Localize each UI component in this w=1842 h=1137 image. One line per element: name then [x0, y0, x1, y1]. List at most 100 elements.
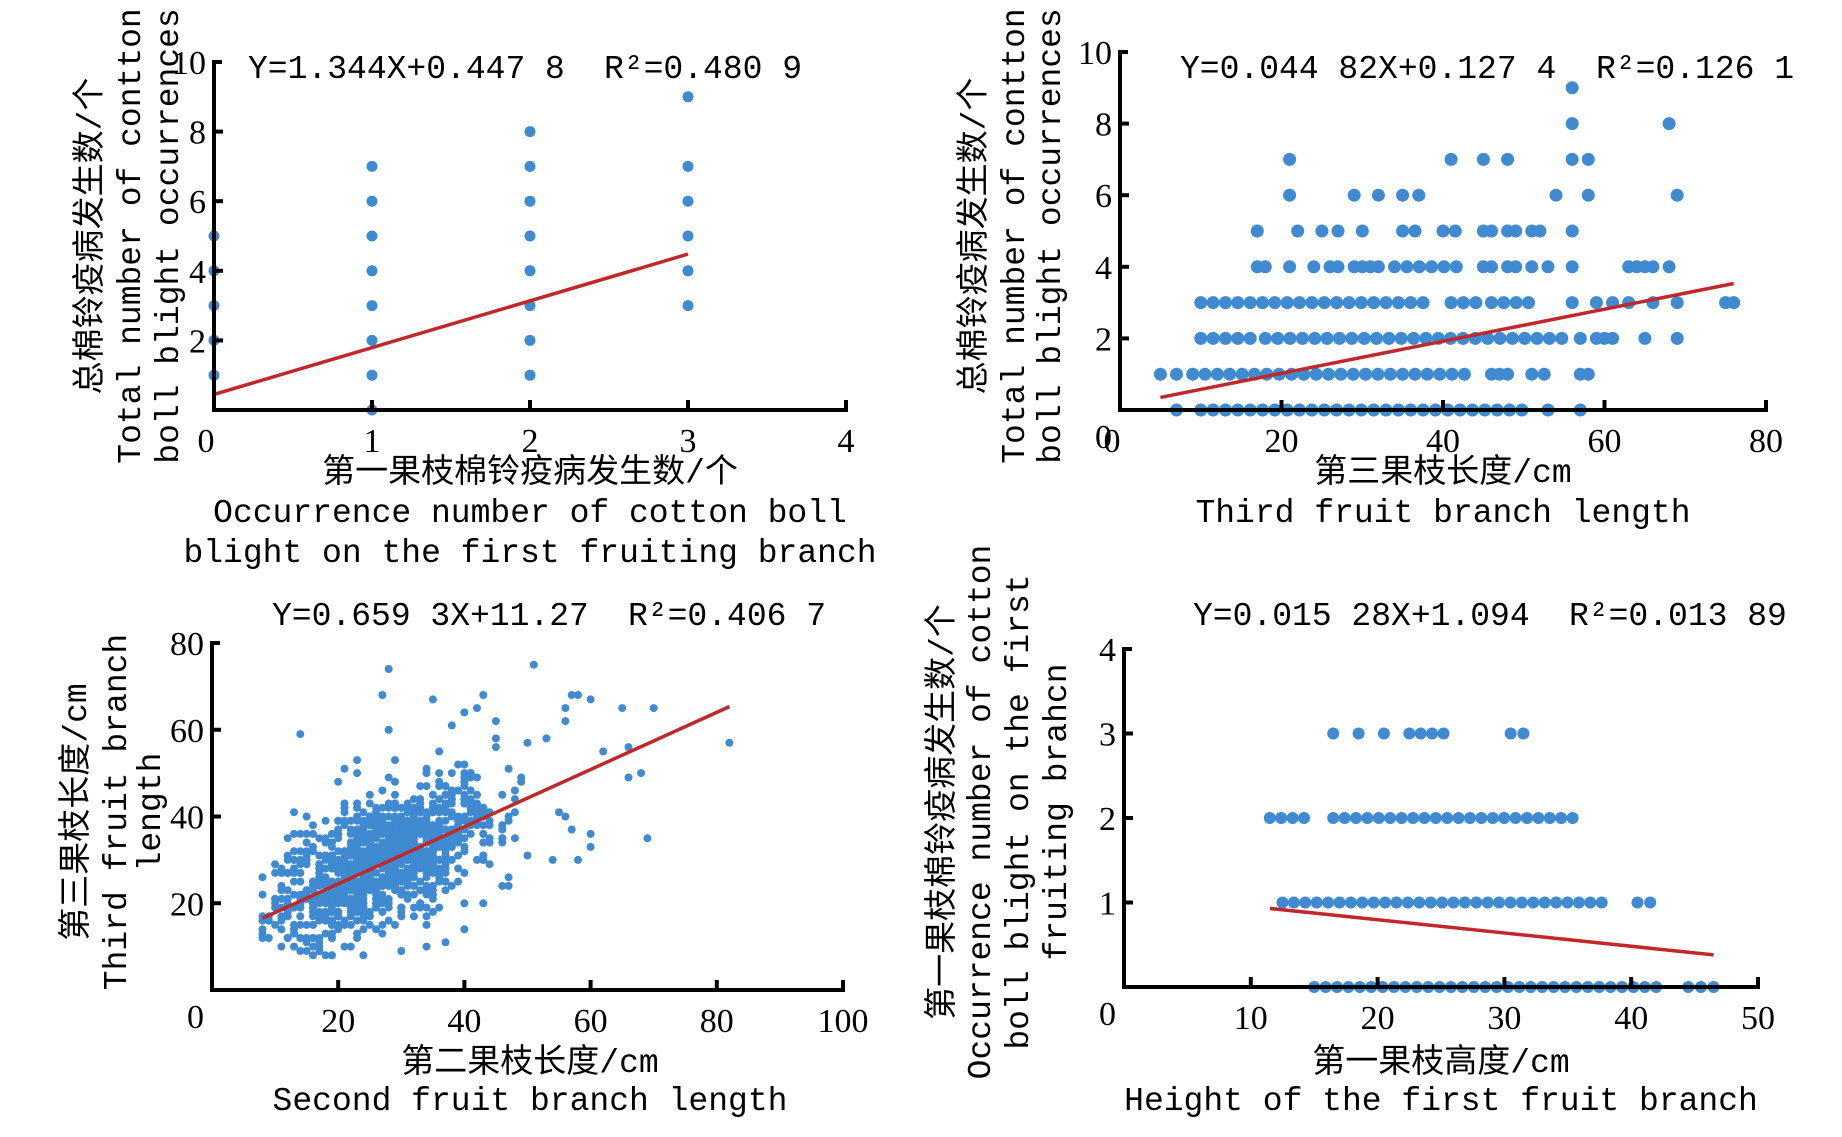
data-point — [1426, 727, 1439, 740]
data-point — [378, 829, 387, 838]
data-point — [1504, 896, 1517, 909]
data-point — [479, 899, 488, 908]
data-point — [1299, 896, 1312, 909]
data-point — [524, 126, 536, 138]
data-point — [1400, 260, 1414, 274]
data-point — [1382, 331, 1396, 345]
data-point — [1493, 331, 1507, 345]
data-point — [682, 300, 694, 312]
data-point — [283, 834, 292, 843]
data-point — [1509, 296, 1523, 310]
data-point — [378, 812, 387, 821]
panel-third-vs-second-branch-length: 20 40 60 80 100 0 20 40 60 80 Y=0.659 3X+11.27 R²=0… — [57, 598, 869, 1120]
data-point — [403, 894, 412, 903]
data-point — [290, 847, 298, 856]
data-point — [359, 808, 368, 817]
data-point — [1283, 188, 1297, 202]
data-point — [321, 864, 330, 873]
data-point — [366, 265, 378, 277]
data-point — [277, 894, 286, 903]
data-point — [1401, 896, 1414, 909]
data-point — [1565, 224, 1579, 238]
data-point — [1153, 367, 1167, 381]
data-point — [1280, 296, 1294, 310]
data-point — [391, 790, 399, 799]
data-point — [1355, 224, 1369, 238]
data-point — [524, 230, 536, 242]
data-point — [1501, 152, 1515, 166]
data-point — [422, 847, 431, 856]
data-point — [416, 816, 425, 825]
y-tick-label: 4 — [1095, 250, 1112, 287]
data-point — [1470, 896, 1483, 909]
data-point — [643, 834, 652, 843]
data-point — [510, 834, 519, 843]
data-point — [296, 847, 305, 856]
data-point — [1581, 152, 1595, 166]
x-tick-label: 20 — [321, 1003, 355, 1040]
data-point — [409, 873, 418, 882]
data-point — [422, 890, 431, 899]
y-tick-label: 2 — [1095, 321, 1112, 358]
data-point — [1408, 367, 1422, 381]
data-point — [435, 903, 444, 912]
data-point — [1331, 260, 1345, 274]
data-point — [1515, 896, 1528, 909]
data-point — [428, 890, 437, 899]
data-point — [1350, 812, 1362, 824]
data-point — [391, 803, 399, 812]
data-point — [416, 899, 425, 908]
data-point — [258, 934, 267, 942]
data-point — [340, 808, 349, 817]
data-point — [1485, 296, 1498, 310]
data-point — [524, 369, 536, 381]
data-point — [409, 795, 418, 804]
data-point — [447, 795, 456, 804]
data-point — [378, 890, 387, 899]
x-axis-label: Height of the first fruit branch — [1124, 1083, 1758, 1120]
data-point — [428, 695, 437, 704]
data-point — [340, 851, 349, 860]
data-point — [473, 704, 481, 713]
data-point — [397, 860, 406, 869]
data-point — [454, 760, 463, 769]
data-point — [1449, 260, 1463, 274]
data-point — [1210, 367, 1224, 381]
data-point — [1670, 188, 1684, 202]
data-point — [309, 942, 317, 951]
data-point — [1357, 331, 1371, 345]
data-point — [397, 812, 406, 821]
data-point — [397, 903, 406, 912]
data-point — [1283, 331, 1297, 345]
data-point — [353, 851, 362, 860]
data-point — [1388, 260, 1401, 274]
data-point — [353, 899, 362, 908]
data-point — [1198, 367, 1212, 381]
data-point — [1372, 812, 1385, 824]
data-point — [1420, 367, 1434, 381]
data-point — [561, 717, 570, 726]
data-point — [1367, 896, 1380, 909]
data-point — [1565, 152, 1579, 166]
data-point — [1334, 367, 1348, 381]
r-squared: R²=0.406 7 — [628, 598, 826, 635]
data-point — [384, 665, 393, 673]
data-point — [1456, 296, 1470, 310]
data-point — [1287, 896, 1300, 909]
data-point — [372, 881, 381, 890]
data-point — [271, 920, 280, 929]
data-point — [466, 829, 475, 838]
data-point — [1518, 331, 1532, 345]
data-point — [416, 877, 425, 886]
x-tick-label: 2 — [522, 423, 539, 460]
data-point — [422, 942, 431, 951]
data-point — [1408, 224, 1422, 238]
data-point — [1444, 296, 1458, 310]
data-point — [397, 825, 406, 834]
data-point — [624, 773, 633, 782]
data-point — [334, 912, 343, 921]
data-point — [1263, 812, 1276, 824]
y-axis-label: length — [133, 753, 170, 872]
data-point — [1533, 224, 1547, 238]
data-point — [372, 821, 381, 830]
